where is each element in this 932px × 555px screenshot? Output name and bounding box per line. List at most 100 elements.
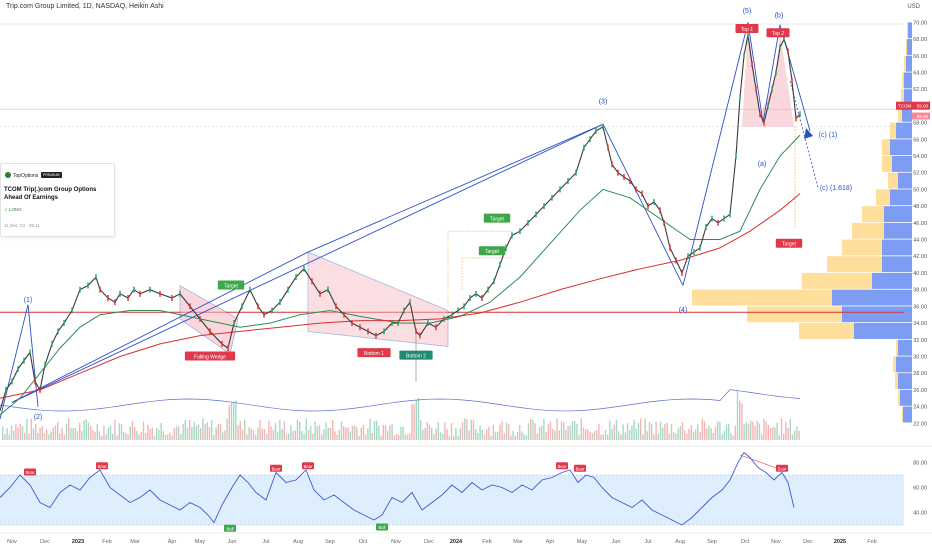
volume-bar [747,423,750,440]
volume-bar [785,421,787,440]
volume-bar [184,419,186,440]
projection-line [789,80,819,188]
volume-bar [719,421,721,440]
volume-bar [134,427,136,440]
volume-bar [28,433,30,440]
volume-bar [626,423,629,440]
volume-bar [153,435,156,440]
rsi-signal-text: Bear [778,466,787,471]
volume-bar [329,428,332,440]
volume-profile-bar [904,55,906,72]
volume-bar [112,433,114,440]
volume-bar [703,421,706,440]
volume-bar [571,421,574,440]
volume-bar [538,426,541,440]
volume-bar [769,427,772,440]
volume-bar [607,434,609,440]
volume-bar [248,427,250,440]
volume-bar [120,424,123,440]
volume-bar [442,434,444,440]
x-tick-label: Jun [612,539,621,545]
volume-bar [338,429,340,440]
label-box-text: Target [485,249,500,255]
volume-bar [697,424,699,440]
volume-bar [336,435,338,440]
volume-bar [85,419,87,440]
volume-bar [72,428,74,440]
volume-profile-bar [900,389,912,406]
volume-bar [96,423,98,440]
volume-bar [288,433,290,440]
volume-bar [371,432,373,440]
volume-profile-bar [904,72,912,89]
volume-bar [21,425,24,440]
rsi-signal-bg [24,468,36,476]
rsi-tick-label: 60.00 [913,486,927,492]
volume-profile-bar [906,55,912,72]
wave-label: (4) [679,307,688,314]
volume-bar [787,427,789,440]
rsi-signal-bg [302,462,314,470]
volume-bar [109,425,112,440]
rsi-signal-bg [574,464,586,472]
volume-bar [651,424,653,440]
volume-bar [233,401,235,440]
rsi-signal: Bull [224,524,236,532]
volume-profile-bar [898,105,902,122]
volume-bar [521,431,523,440]
x-tick-label: Sep [707,539,717,545]
volume-bar [622,424,624,440]
volume-bar [382,424,384,440]
rsi-signal: Bear [776,464,788,472]
volume-bar [574,420,576,440]
volume-bar [345,427,347,440]
volume-bar [490,435,492,440]
volume-bar [422,429,424,440]
volume-bar [380,435,382,440]
volume-bar [314,421,316,440]
volume-profile-bar [896,339,898,356]
volume-bar [461,422,464,440]
rsi-signal-text: Bull [379,525,386,530]
volume-bar [585,429,587,440]
volume-bar [68,418,70,440]
volume-bar [690,425,692,440]
volume-bar [637,422,640,440]
idea-title[interactable]: TCOM Trip(.)com Group Options Ahead Of E… [4,187,97,201]
volume-profile-bar [884,206,912,223]
volume-bar [516,431,519,440]
y-tick-label: 24.00 [913,405,927,411]
volume-bar [362,424,365,440]
volume-bar [431,427,433,440]
volume-bar [455,428,457,440]
y-tick-label: 32.00 [913,338,927,344]
volume-profile-bar [898,339,912,356]
volume-bar [776,422,778,440]
volume-bar [151,427,153,440]
volume-bar [767,424,769,440]
chart-label-box: Target [483,213,511,223]
volume-bar [347,427,349,440]
volume-bar [389,425,391,440]
volume-bar [536,433,538,440]
volume-bar [296,419,299,440]
volume-bar [758,423,761,440]
volume-bar [706,428,708,440]
volume-bar [226,418,228,440]
label-box-bg [184,351,236,361]
volume-profile-bar [898,373,912,390]
volume-bar [415,400,417,440]
volume-bar [237,425,239,440]
label-box-text: Bottom 1 [364,351,384,357]
volume-bar [565,429,567,440]
volume-bar [695,429,697,440]
volume-profile-bar [884,222,912,239]
volume-bar [492,424,494,440]
volume-bar [325,422,327,440]
x-tick-label: Feb [102,539,111,545]
volume-bar [472,420,475,440]
idea-card[interactable]: TopOptions PREMIUM TCOM Trip(.)com Group… [0,163,115,237]
x-tick-label: Dec [424,539,434,545]
volume-bar [180,433,182,440]
